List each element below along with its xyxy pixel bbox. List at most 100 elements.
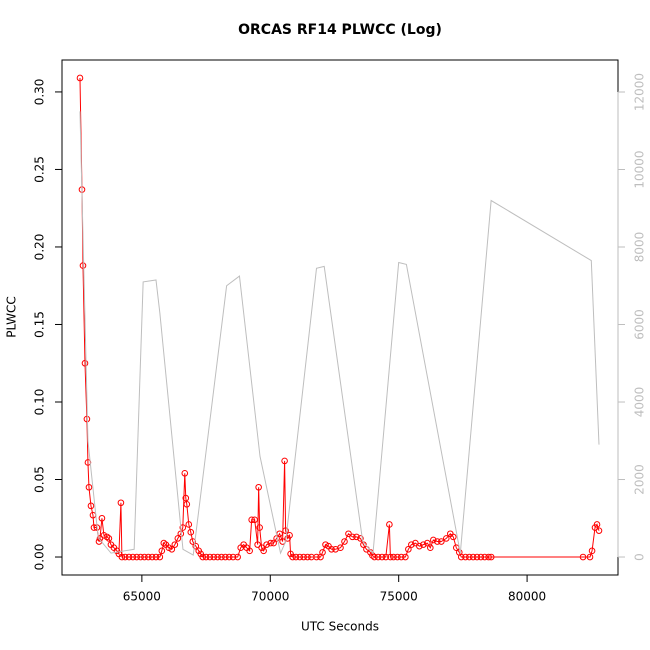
data-point: [402, 553, 409, 561]
data-point: [319, 549, 326, 556]
data-point: [289, 553, 296, 561]
data-point: [206, 553, 214, 561]
data-point: [248, 516, 255, 524]
data-point: [144, 553, 152, 561]
y-tick-label: 0.15: [33, 311, 47, 338]
data-point: [171, 541, 179, 548]
data-point: [390, 553, 397, 561]
data-point: [121, 553, 129, 561]
data-point: [117, 499, 125, 507]
data-point: [185, 521, 193, 528]
data-point: [214, 553, 221, 561]
y-tick-label: 0.20: [33, 234, 47, 261]
data-point: [158, 547, 166, 555]
y2-tick-label: 2000: [633, 464, 647, 495]
data-point: [251, 516, 258, 524]
data-point: [408, 541, 415, 548]
data-point: [300, 553, 307, 561]
data-point: [246, 547, 253, 555]
data-point: [588, 547, 596, 555]
data-point: [430, 536, 437, 544]
data-point: [345, 530, 352, 538]
data-point: [199, 553, 207, 561]
data-point: [210, 553, 218, 561]
data-point: [378, 553, 386, 561]
data-point: [192, 542, 200, 550]
data-point: [96, 535, 104, 542]
data-point: [328, 545, 335, 553]
data-point: [353, 533, 360, 541]
data-point: [337, 544, 344, 552]
y2-tick-label: 12000: [633, 73, 647, 111]
data-point: [477, 553, 485, 561]
data-point: [374, 553, 382, 561]
data-point: [263, 541, 270, 548]
data-point: [457, 553, 465, 561]
data-point: [168, 545, 176, 553]
data-point: [281, 457, 288, 465]
data-point: [133, 553, 141, 561]
y-axis-label: PLWCC: [5, 296, 19, 337]
data-point: [98, 514, 106, 522]
data-point: [103, 533, 111, 541]
data-point: [282, 527, 289, 534]
data-point: [141, 553, 148, 561]
data-point: [254, 541, 261, 548]
x-tick-label: 65000: [123, 590, 161, 604]
data-point: [387, 553, 394, 561]
data-point: [87, 502, 95, 510]
data-point: [382, 553, 390, 561]
data-point: [424, 539, 431, 547]
data-point: [202, 553, 210, 561]
data-point: [442, 535, 450, 542]
data-point: [438, 538, 445, 545]
data-point: [462, 553, 469, 561]
data-point: [105, 535, 113, 542]
data-point: [412, 539, 419, 547]
data-point: [595, 527, 603, 534]
data-point: [296, 553, 304, 561]
data-point: [394, 553, 401, 561]
x-tick-label: 80000: [508, 590, 546, 604]
y-tick-label: 0.00: [33, 544, 47, 571]
data-point: [152, 553, 160, 561]
data-point: [313, 553, 320, 561]
data-point: [229, 553, 237, 561]
data-point: [79, 262, 87, 269]
data-point: [371, 553, 378, 561]
data-point: [427, 544, 434, 552]
y2-tick-label: 10000: [633, 150, 647, 188]
x-tick-label: 70000: [251, 590, 289, 604]
y2-tick-label: 6000: [633, 309, 647, 340]
y-tick-label: 0.25: [33, 156, 47, 183]
data-point: [267, 539, 274, 547]
data-point: [341, 538, 348, 545]
data-point: [174, 535, 182, 542]
data-point: [270, 539, 277, 547]
x-axis-label: UTC Seconds: [301, 620, 379, 634]
data-point: [304, 553, 311, 561]
chart-title: ORCAS RF14 PLWCC (Log): [238, 22, 442, 38]
data-point: [481, 553, 489, 561]
data-point: [129, 553, 137, 561]
data-point: [416, 542, 423, 550]
y-tick-label: 0.30: [33, 79, 47, 106]
data-point: [434, 538, 441, 545]
data-point: [218, 553, 225, 561]
data-point: [485, 553, 492, 561]
data-point: [579, 553, 587, 561]
data-point: [225, 553, 233, 561]
data-point: [81, 359, 89, 367]
data-point: [593, 521, 601, 528]
data-point: [260, 547, 267, 555]
data-point: [156, 553, 164, 561]
y2-tick-label: 0: [633, 553, 647, 561]
data-point: [148, 553, 156, 561]
data-point: [118, 553, 126, 561]
y-tick-label: 0.05: [33, 466, 47, 493]
data-point: [487, 553, 495, 561]
series-line: [79, 111, 600, 556]
data-point: [222, 553, 229, 561]
